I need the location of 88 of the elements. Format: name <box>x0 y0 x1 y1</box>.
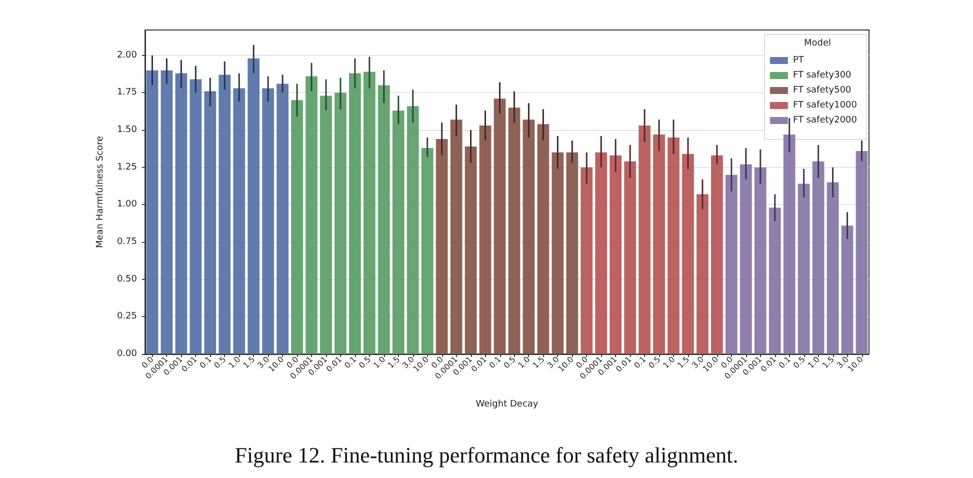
bar <box>248 58 260 354</box>
x-tick-label: 1.0 <box>806 354 822 370</box>
bar <box>450 120 462 354</box>
x-tick-label: 0.1 <box>198 354 214 370</box>
x-tick-label: 0.5 <box>646 354 662 370</box>
y-tick-label: 0.50 <box>116 274 138 284</box>
bar <box>479 126 492 354</box>
bar <box>421 148 434 354</box>
bar <box>711 155 723 354</box>
bar <box>595 152 608 354</box>
bar <box>566 152 578 354</box>
bar <box>856 150 868 354</box>
bar <box>306 76 318 354</box>
y-tick-label: 1.75 <box>116 88 137 98</box>
bar <box>146 70 158 354</box>
bar <box>783 134 796 354</box>
legend-label: FT safety500 <box>792 86 852 96</box>
bar <box>552 152 564 354</box>
bar <box>653 134 665 354</box>
x-tick-label: 0.1 <box>777 354 793 370</box>
y-tick-label: 0.75 <box>116 237 137 248</box>
caption: Figure 12. Fine-tuning performance for safety alignment. <box>234 442 738 468</box>
x-tick-label: 1.0 <box>372 354 388 370</box>
bar <box>522 120 535 354</box>
x-tick-label: 0.5 <box>357 354 373 370</box>
y-tick-label: 1.00 <box>116 200 138 210</box>
bar <box>160 70 173 354</box>
x-tick-label: 0.5 <box>502 354 518 370</box>
bar <box>726 174 738 354</box>
bar <box>580 167 593 354</box>
bar <box>233 88 246 354</box>
bar <box>262 88 274 354</box>
x-tick-label: 1.5 <box>676 354 692 370</box>
bar <box>364 72 376 354</box>
x-tick-label: 1.0 <box>661 354 677 370</box>
bar <box>464 146 477 354</box>
legend-label: PT <box>792 56 804 66</box>
bar <box>508 108 520 354</box>
y-tick-label: 0.25 <box>116 312 137 322</box>
bar <box>768 208 781 354</box>
bar <box>826 182 839 354</box>
bar <box>638 126 650 354</box>
legend-label: FT safety1000 <box>792 100 858 110</box>
bar <box>291 100 303 354</box>
bar <box>276 84 288 354</box>
x-tick-label: 1.0 <box>516 354 532 370</box>
legend-label: FT safety2000 <box>792 116 858 126</box>
x-tick-label: 1.5 <box>241 354 257 370</box>
y-tick-label: 0.00 <box>116 349 138 359</box>
bar <box>841 226 854 354</box>
bar <box>798 184 810 354</box>
bar <box>754 167 766 354</box>
bar <box>406 106 419 354</box>
bar <box>204 91 216 354</box>
x-tick-label: 0.1 <box>342 354 358 370</box>
legend-label: FT safety300 <box>792 70 852 80</box>
legend-title: Model <box>804 38 832 48</box>
bar <box>334 92 346 354</box>
x-tick-label: 0.1 <box>632 354 648 370</box>
y-axis-title: Mean Harmfulness Score <box>96 136 106 248</box>
x-tick-label: 1.5 <box>531 354 546 370</box>
bar <box>349 73 361 354</box>
bar <box>190 79 202 354</box>
bar <box>624 161 636 354</box>
y-tick-label: 1.50 <box>116 125 138 136</box>
bar <box>392 110 404 354</box>
bar <box>494 98 506 354</box>
bar <box>436 138 448 354</box>
y-tick-label: 1.25 <box>116 162 137 172</box>
x-tick-label: 0.5 <box>212 354 228 370</box>
bar <box>320 96 332 354</box>
bar <box>668 138 680 354</box>
x-tick-label: 1.5 <box>386 354 402 370</box>
y-tick-label: 2.00 <box>116 50 138 60</box>
bar <box>537 124 550 354</box>
x-tick-label: 0.5 <box>792 354 808 370</box>
bar <box>378 85 390 354</box>
bar <box>696 194 708 354</box>
x-axis-title: Weight Decay <box>476 400 539 410</box>
bar <box>610 155 622 354</box>
bar <box>740 164 752 354</box>
bar <box>682 154 694 354</box>
bar <box>175 73 188 354</box>
x-tick-label: 1.0 <box>226 354 242 370</box>
bar <box>812 161 824 354</box>
bar <box>218 74 231 354</box>
x-tick-label: 0.1 <box>488 354 503 370</box>
x-tick-label: 1.5 <box>820 354 836 370</box>
